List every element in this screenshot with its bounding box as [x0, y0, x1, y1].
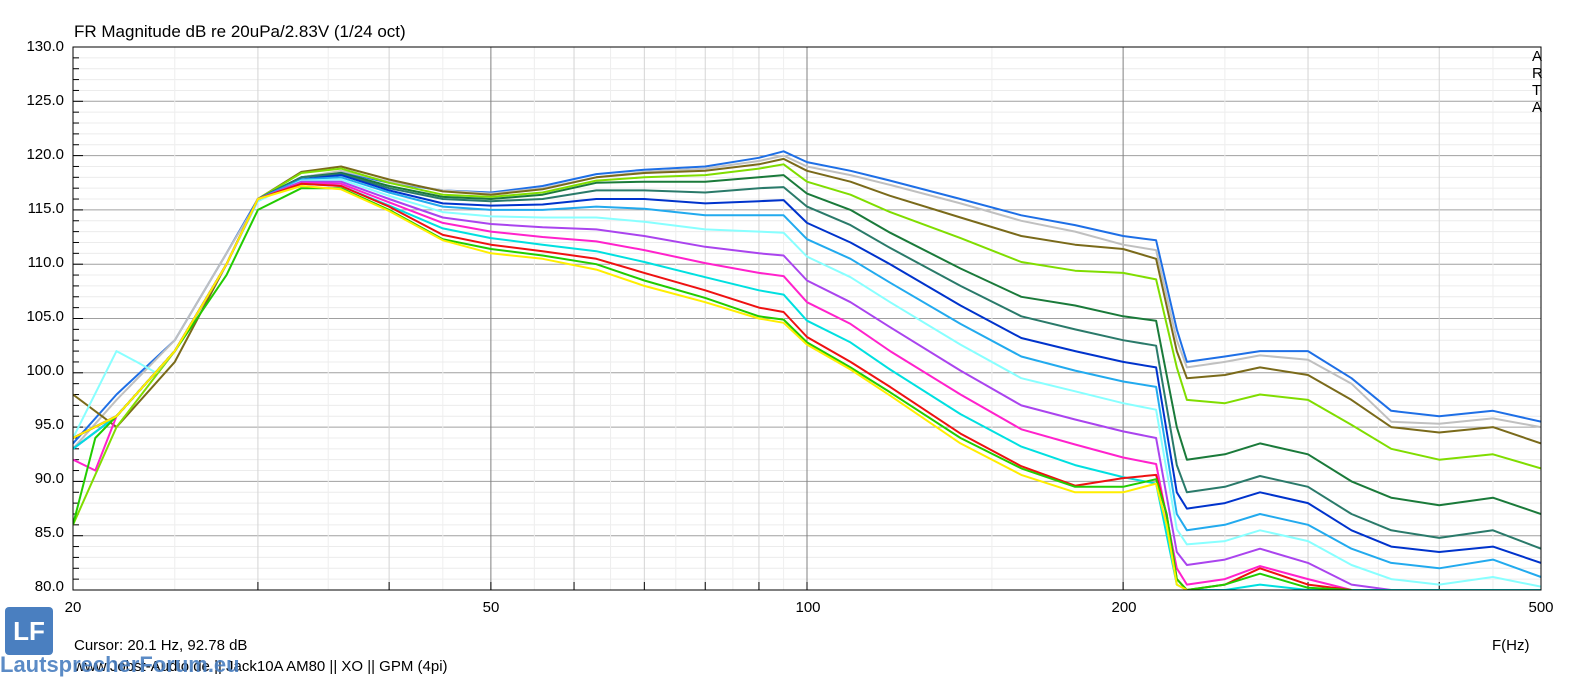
y-tick-label: 115.0	[27, 200, 64, 217]
series-line	[73, 157, 1541, 445]
y-tick-label: 100.0	[26, 362, 64, 379]
forum-logo: LF	[5, 607, 53, 655]
series-line	[73, 163, 1541, 526]
y-tick-label: 125.0	[26, 92, 64, 109]
y-tick-label: 90.0	[34, 470, 64, 487]
series-line	[73, 174, 1541, 564]
series-line	[73, 185, 1188, 590]
plot-frame	[72, 46, 1542, 591]
series-line	[73, 176, 1541, 578]
series-line	[73, 154, 1541, 450]
cursor-readout: Cursor: 20.1 Hz, 92.78 dB	[74, 637, 248, 654]
x-tick-label: 20	[64, 599, 82, 616]
y-tick-label: 95.0	[34, 416, 64, 433]
y-tick-label: 105.0	[26, 308, 64, 325]
x-tick-label: 50	[482, 599, 500, 616]
x-tick-label: 100	[795, 599, 821, 616]
y-tick-label: 130.0	[26, 38, 64, 55]
arta-letter: A	[1532, 48, 1543, 65]
y-tick-label: 110.0	[27, 254, 64, 271]
chart-title: FR Magnitude dB re 20uPa/2.83V (1/24 oct…	[74, 22, 406, 41]
series-line	[73, 180, 1541, 590]
y-tick-label: 80.0	[34, 578, 64, 595]
arta-letter: T	[1532, 82, 1542, 99]
x-axis-label: F(Hz)	[1492, 637, 1530, 654]
x-tick-label: 500	[1528, 599, 1554, 616]
forum-watermark: LautsprecherForum.eu	[0, 652, 240, 677]
series-line	[73, 187, 1352, 590]
arta-letter: R	[1532, 65, 1543, 82]
series-line	[73, 173, 1541, 550]
y-tick-label: 120.0	[26, 146, 64, 163]
footer-info: www.Jobst-Audio.de || Jack10A AM80 || XO…	[74, 658, 448, 675]
x-tick-label: 200	[1111, 599, 1137, 616]
y-tick-label: 85.0	[34, 524, 64, 541]
arta-letter: A	[1532, 99, 1543, 116]
